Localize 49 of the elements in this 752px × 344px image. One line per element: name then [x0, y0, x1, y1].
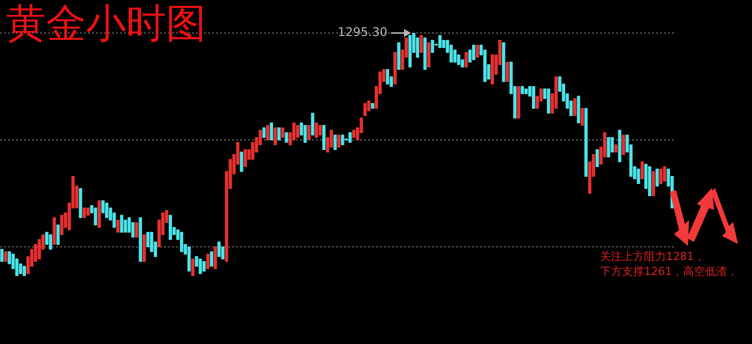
candlestick: [337, 134, 340, 148]
annotation: 下方支撑1261，高空低渣，: [600, 264, 738, 279]
candlestick: [614, 144, 618, 152]
candlestick: [584, 108, 588, 177]
candlestick: [277, 127, 281, 140]
candlestick: [210, 251, 214, 267]
candlestick: [576, 96, 580, 124]
candlestick: [240, 152, 244, 172]
candlestick: [0, 248, 4, 262]
candlestick: [78, 188, 82, 218]
candlestick: [94, 208, 98, 226]
candlestick: [180, 232, 184, 252]
candlestick: [408, 35, 412, 68]
candlestick: [284, 132, 288, 143]
annotation: 关注上方阻力1281，: [600, 249, 706, 264]
candlestick: [490, 54, 494, 84]
candlestick: [546, 88, 550, 114]
candlestick: [636, 168, 640, 184]
candlestick: [423, 38, 427, 70]
candlestick: [363, 103, 367, 116]
candlestick: [217, 242, 221, 257]
candlestick: [652, 171, 656, 196]
candlestick: [116, 220, 120, 233]
candlestick: [520, 86, 524, 94]
candlestick: [430, 40, 434, 53]
candlestick: [270, 122, 274, 140]
candlestick: [352, 130, 356, 138]
candlestick: [202, 261, 206, 272]
candlestick: [386, 69, 390, 84]
chart-title: 黄金小时图: [6, 1, 206, 47]
candlestick: [48, 234, 52, 250]
candlestick: [307, 125, 311, 140]
candlestick: [86, 208, 90, 216]
candlestick: [4, 251, 8, 262]
candlestick: [138, 217, 142, 262]
candlestick: [322, 125, 326, 150]
candlestick: [438, 35, 442, 48]
candlestick: [606, 137, 610, 158]
candlestick: [622, 134, 626, 155]
annotation: 1295.30: [338, 25, 388, 39]
candlestick: [262, 127, 266, 138]
candlestick: [370, 103, 374, 109]
candlestick: [340, 134, 344, 146]
candlestick: [532, 86, 536, 109]
candlestick: [393, 52, 397, 84]
candlestick: [314, 122, 318, 138]
candlestick: [516, 86, 520, 118]
candlestick: [56, 224, 60, 245]
candlestick: [187, 246, 191, 272]
